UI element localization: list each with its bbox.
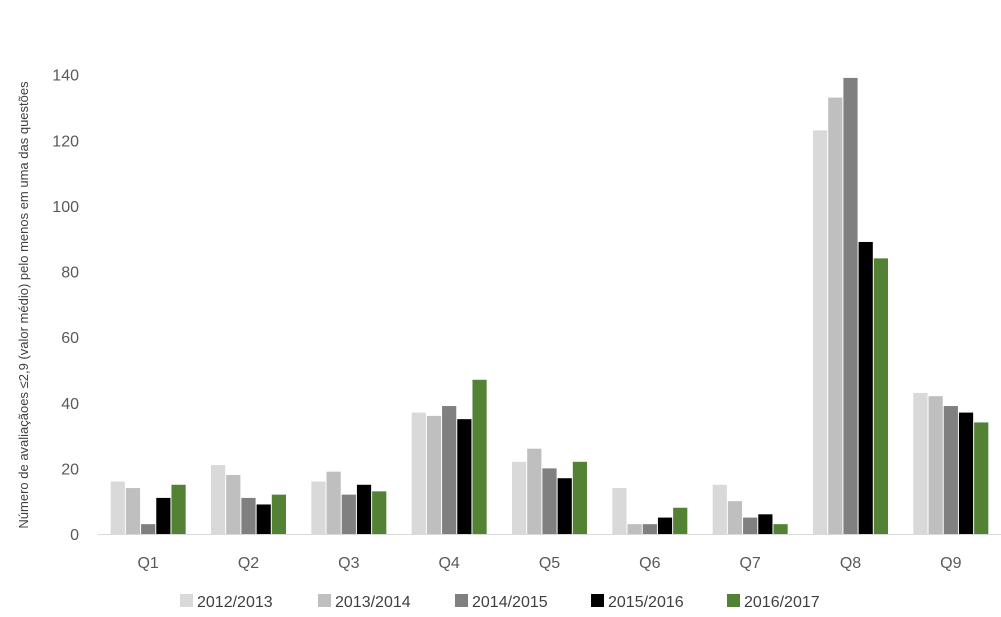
bar-q7-2012-2013 (712, 484, 727, 534)
bar-q9-2013-2014 (928, 396, 943, 534)
legend-swatch (180, 594, 193, 607)
bar-q8-2016-2017 (873, 258, 888, 535)
bar-q3-2012-2013 (311, 481, 326, 534)
legend-item-2014-2015: 2014/2015 (455, 594, 548, 611)
bar-q2-2015-2016 (256, 504, 271, 534)
bar-q7-2013-2014 (727, 501, 743, 534)
bar-q3-2014-2015 (341, 494, 356, 535)
y-tick-label: 60 (61, 330, 79, 347)
y-axis-ticks: 0 20 40 60 80 100 120 140 (52, 68, 79, 544)
legend-swatch (727, 594, 740, 607)
y-tick-label: 20 (61, 461, 79, 478)
legend-label: 2015/2016 (608, 594, 684, 611)
bar-q7-2015-2016 (758, 514, 773, 534)
y-tick-label: 40 (61, 396, 79, 413)
bar-q2-2012-2013 (211, 465, 226, 534)
legend-label: 2016/2017 (744, 594, 820, 611)
bar-q5-2015-2016 (557, 478, 572, 534)
bar-q1-2016-2017 (171, 484, 186, 534)
bar-q1-2015-2016 (156, 497, 171, 534)
bar-q6-2013-2014 (627, 524, 642, 534)
bar-q8-2012-2013 (813, 130, 828, 534)
bar-q8-2015-2016 (858, 241, 873, 534)
bar-q5-2016-2017 (572, 461, 587, 534)
bar-q4-2012-2013 (411, 412, 426, 534)
bar-q6-2016-2017 (673, 507, 688, 534)
bar-q9-2015-2016 (958, 412, 974, 534)
x-tick-label: Q2 (238, 555, 259, 572)
x-tick-label: Q1 (137, 555, 158, 572)
legend-item-2012-2013: 2012/2013 (180, 594, 273, 611)
bar-q2-2014-2015 (241, 497, 256, 534)
x-axis-ticks: Q1 Q2 Q3 Q4 Q5 Q6 Q7 Q8 Q9 (137, 555, 961, 572)
legend-label: 2014/2015 (472, 594, 548, 611)
bar-q5-2012-2013 (512, 461, 527, 534)
bar-q4-2015-2016 (457, 419, 472, 534)
legend-item-2015-2016: 2015/2016 (591, 594, 684, 611)
legend-swatch (455, 594, 468, 607)
bar-q8-2013-2014 (828, 97, 843, 534)
y-tick-label: 80 (61, 265, 79, 282)
bar-q1-2014-2015 (141, 524, 156, 534)
bars (110, 77, 989, 535)
bar-q5-2014-2015 (542, 468, 557, 535)
bar-q5-2013-2014 (527, 448, 542, 534)
x-tick-label: Q8 (840, 555, 861, 572)
bar-q2-2016-2017 (271, 494, 286, 535)
legend: 2012/2013 2013/2014 2014/2015 2015/2016 2016… (180, 594, 820, 611)
bar-q8-2014-2015 (843, 77, 858, 534)
legend-label: 2013/2014 (335, 594, 411, 611)
bar-q9-2012-2013 (913, 392, 928, 534)
bar-q6-2015-2016 (657, 517, 673, 534)
legend-item-2013-2014: 2013/2014 (318, 594, 411, 611)
legend-item-2016-2017: 2016/2017 (727, 594, 820, 611)
bar-q4-2016-2017 (472, 379, 487, 534)
bar-q3-2016-2017 (372, 491, 387, 534)
x-tick-label: Q5 (539, 555, 560, 572)
bar-q6-2012-2013 (612, 488, 627, 534)
x-tick-label: Q7 (739, 555, 760, 572)
y-tick-label: 140 (52, 68, 79, 85)
legend-swatch (591, 594, 604, 607)
bar-q1-2013-2014 (125, 488, 141, 534)
bar-q9-2016-2017 (974, 422, 989, 534)
bar-q7-2016-2017 (773, 524, 788, 534)
legend-label: 2012/2013 (197, 594, 273, 611)
x-tick-label: Q9 (940, 555, 961, 572)
bar-q3-2013-2014 (326, 471, 341, 534)
bar-q2-2013-2014 (226, 474, 241, 534)
bar-q9-2014-2015 (943, 406, 958, 534)
bar-q7-2014-2015 (743, 517, 758, 534)
bar-q4-2013-2014 (426, 415, 442, 535)
bar-q4-2014-2015 (442, 406, 457, 534)
bar-q3-2015-2016 (356, 484, 372, 534)
y-tick-label: 100 (52, 199, 79, 216)
legend-swatch (318, 594, 331, 607)
bar-q6-2014-2015 (642, 524, 657, 534)
y-tick-label: 120 (52, 133, 79, 150)
y-tick-label: 0 (70, 527, 79, 544)
y-axis-label: Número de avaliaçãoes ≤2,9 (valor médio)… (16, 81, 31, 529)
bar-q1-2012-2013 (110, 481, 125, 534)
x-tick-label: Q3 (338, 555, 359, 572)
x-tick-label: Q4 (438, 555, 459, 572)
x-tick-label: Q6 (639, 555, 660, 572)
